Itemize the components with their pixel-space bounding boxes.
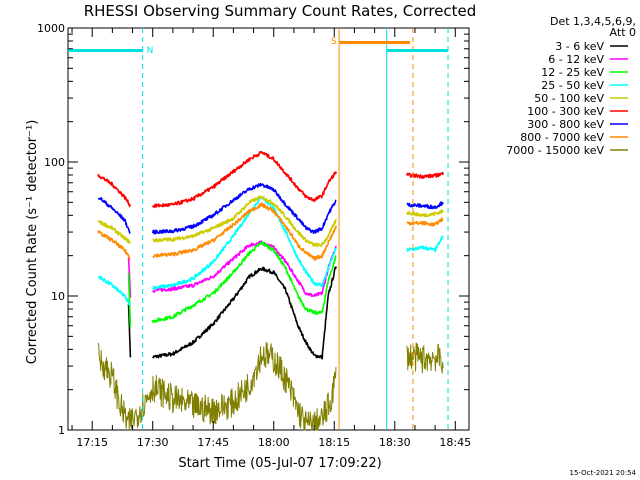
plot-area-border: [67, 27, 470, 431]
series-line-3-seg-1: [152, 196, 337, 291]
series-7: [97, 202, 444, 261]
series-line-2-seg-2: [151, 241, 337, 324]
x-tick-label: 17:45: [197, 436, 229, 449]
series-line-2-seg-1: [127, 272, 132, 328]
series-line-7-seg-2: [406, 217, 444, 227]
y-axis-label: Corrected Count Rate (s⁻¹ detector⁻¹): [25, 120, 40, 365]
series-5: [97, 150, 444, 209]
flag-label-n: N: [147, 46, 154, 56]
flag-label-s: S: [331, 37, 337, 47]
legend-label: 300 - 800 keV: [527, 118, 604, 131]
legend-label: 25 - 50 keV: [541, 79, 604, 92]
legend-label: 800 - 7000 keV: [520, 131, 604, 144]
legend-title: Att 0: [610, 26, 636, 39]
series-line-0-seg-1: [127, 303, 132, 358]
series-3: [97, 196, 444, 306]
series-line-8-seg-0: [97, 342, 337, 431]
series-0: [127, 266, 337, 360]
x-tick-label: 18:00: [258, 436, 290, 449]
legend-label: 12 - 25 keV: [541, 66, 604, 79]
x-tick-label: 18:30: [379, 436, 411, 449]
series-2: [127, 241, 337, 328]
timestamp: 15-Oct-2021 20:54: [570, 469, 637, 477]
legend-label: 7000 - 15000 keV: [506, 144, 604, 157]
y-tick-label: 10: [51, 290, 65, 303]
x-axis-label: Start Time (05-Jul-07 17:09:22): [178, 456, 381, 471]
series-line-6-seg-1: [151, 182, 337, 235]
series-8: [97, 342, 444, 431]
legend-label: 3 - 6 keV: [555, 40, 604, 53]
series-6: [97, 182, 444, 235]
series-line-4-seg-0: [97, 220, 131, 244]
y-tick-label: 100: [44, 156, 65, 169]
series-line-4-seg-2: [406, 209, 444, 218]
series-line-7-seg-0: [97, 230, 131, 260]
series-line-5-seg-1: [152, 150, 337, 209]
series-line-7-seg-1: [152, 202, 337, 261]
series-line-1-seg-1: [127, 257, 132, 298]
axis-layer: 1 10 100 1000 17:15 17:30 17:45 18:00 18:15 18:30…: [37, 22, 471, 449]
series-line-1-seg-2: [152, 240, 337, 298]
y-tick-label: 1: [58, 424, 65, 437]
plot-frame: [67, 27, 470, 431]
x-tick-label: 17:15: [76, 436, 108, 449]
series-line-8-seg-1: [406, 342, 444, 374]
y-tick-label: 1000: [37, 22, 65, 35]
x-tick-label: 18:15: [318, 436, 350, 449]
series-line-0-seg-2: [152, 266, 337, 360]
series-line-3-seg-0: [97, 275, 131, 306]
series-line-4-seg-1: [152, 195, 337, 248]
x-tick-label: 18:45: [439, 436, 471, 449]
series-4: [97, 195, 444, 248]
series-line-5-seg-2: [406, 171, 444, 179]
series-line-6-seg-2: [406, 201, 444, 210]
series-1: [127, 240, 337, 298]
marker-layer: NS: [68, 28, 449, 430]
legend-label: 100 - 300 keV: [527, 105, 604, 118]
series-line-3-seg-2: [406, 235, 444, 253]
x-tick-label: 17:30: [137, 436, 169, 449]
series-line-5-seg-0: [97, 173, 131, 208]
chart-title: RHESSI Observing Summary Count Rates, Co…: [84, 2, 477, 20]
series-layer: [97, 150, 444, 431]
legend-title: Det 1,3,4,5,6,9,: [550, 15, 636, 28]
legend-label: 6 - 12 keV: [548, 53, 604, 66]
legend-label: 50 - 100 keV: [534, 92, 604, 105]
series-line-6-seg-0: [97, 197, 131, 234]
